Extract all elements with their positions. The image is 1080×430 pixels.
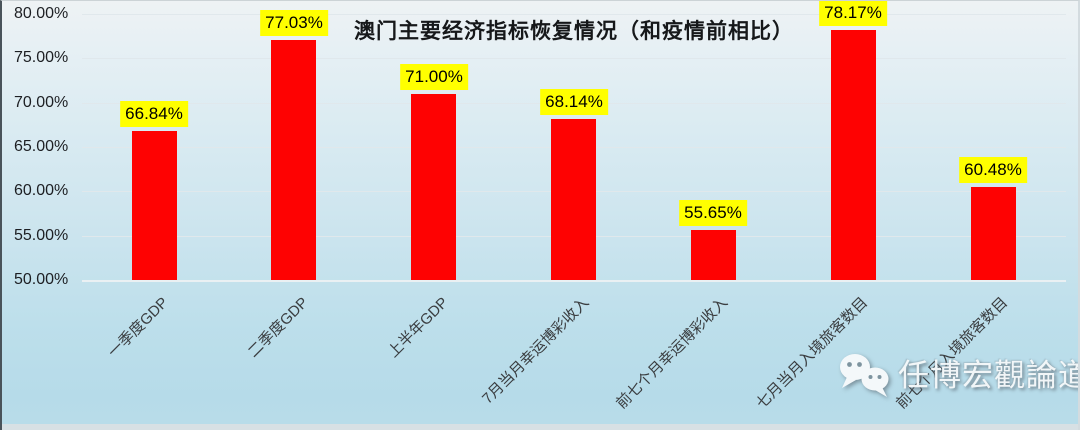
x-axis-label: 前七个月幸运博彩收入 <box>613 294 732 413</box>
bottom-edge-strip <box>2 424 1078 430</box>
bar-value-label: 60.48% <box>959 157 1027 183</box>
bar-value-label: 77.03% <box>260 10 328 36</box>
x-axis-label: 一季度GDP <box>105 294 173 361</box>
bar-value-label: 66.84% <box>120 101 188 127</box>
bar <box>831 30 876 280</box>
y-axis-tick: 55.00% <box>14 227 69 244</box>
bar-value-label: 68.14% <box>540 89 608 115</box>
bar-value-label: 71.00% <box>400 64 468 90</box>
gridline <box>82 280 1066 282</box>
bar <box>411 94 456 280</box>
y-axis-tick: 75.00% <box>14 49 69 66</box>
watermark-text: 任博宏觀論道 <box>898 358 1080 393</box>
bar <box>971 187 1016 280</box>
y-axis-tick: 70.00% <box>14 94 69 111</box>
bar <box>132 131 177 280</box>
bar <box>551 119 596 280</box>
gridline <box>82 14 1066 15</box>
y-axis-tick: 50.00% <box>14 271 69 288</box>
chart-title: 澳门主要经济指标恢复情况（和疫情前相比） <box>354 19 794 43</box>
bar-value-label: 55.65% <box>679 200 747 226</box>
bar <box>271 40 316 280</box>
y-axis-tick: 65.00% <box>14 138 69 155</box>
wechat-icon <box>840 354 889 397</box>
x-axis-label: 7月当月幸运博彩收入 <box>478 294 593 408</box>
y-axis-tick: 60.00% <box>14 182 69 199</box>
bar-value-label: 78.17% <box>819 1 887 26</box>
x-axis-label: 上半年GDP <box>385 294 453 361</box>
y-axis-tick: 80.00% <box>14 5 69 22</box>
watermark: 任博宏觀論道 <box>838 351 1080 399</box>
bar <box>691 230 736 280</box>
gridline <box>82 58 1066 59</box>
x-axis-label: 二季度GDP <box>245 294 313 361</box>
